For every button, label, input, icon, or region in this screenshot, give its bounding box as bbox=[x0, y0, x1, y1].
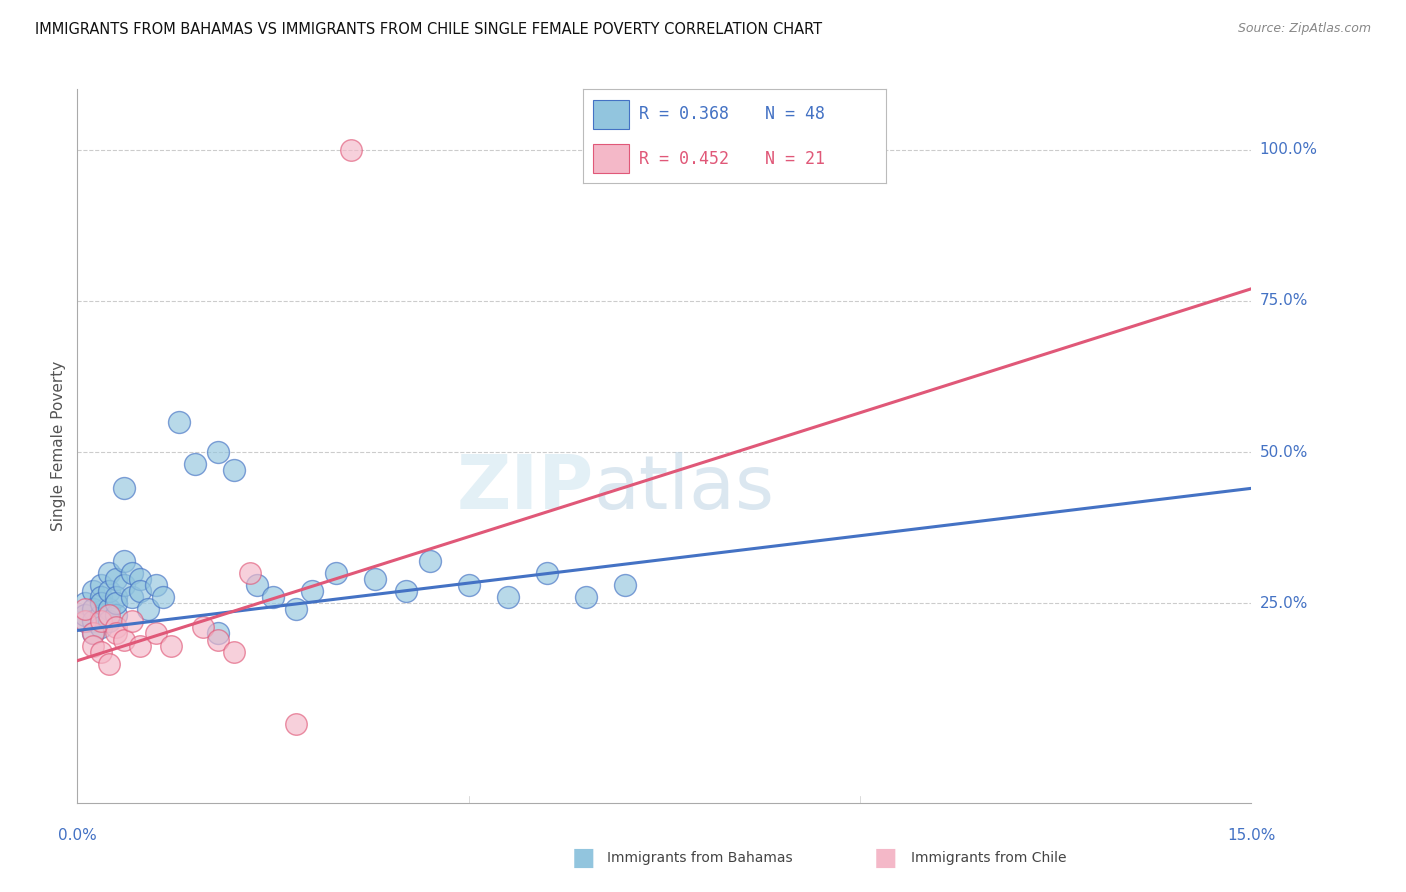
Point bbox=[112, 632, 135, 647]
Point bbox=[285, 717, 308, 731]
Point bbox=[82, 626, 104, 640]
Point bbox=[105, 620, 128, 634]
Point bbox=[457, 578, 479, 592]
Point bbox=[90, 596, 112, 610]
Point bbox=[222, 463, 245, 477]
Point bbox=[614, 578, 637, 592]
Point bbox=[82, 615, 104, 629]
Point bbox=[152, 590, 174, 604]
Point bbox=[97, 566, 120, 580]
Point bbox=[160, 639, 183, 653]
Point bbox=[105, 590, 128, 604]
Point bbox=[75, 615, 97, 629]
Point bbox=[238, 566, 260, 580]
Point bbox=[222, 645, 245, 659]
Point bbox=[246, 578, 269, 592]
Bar bbox=[592, 144, 628, 173]
Point bbox=[105, 596, 128, 610]
Point bbox=[97, 657, 120, 671]
Point bbox=[90, 645, 112, 659]
Text: atlas: atlas bbox=[593, 452, 775, 525]
Point bbox=[112, 481, 135, 495]
Point bbox=[97, 608, 120, 623]
Point bbox=[105, 626, 128, 640]
Point bbox=[75, 608, 97, 623]
Point bbox=[419, 554, 441, 568]
Text: IMMIGRANTS FROM BAHAMAS VS IMMIGRANTS FROM CHILE SINGLE FEMALE POVERTY CORRELATI: IMMIGRANTS FROM BAHAMAS VS IMMIGRANTS FR… bbox=[35, 22, 823, 37]
Point bbox=[97, 602, 120, 616]
Text: ■: ■ bbox=[572, 847, 595, 870]
Point bbox=[575, 590, 598, 604]
Point bbox=[112, 554, 135, 568]
Point bbox=[121, 590, 143, 604]
Point bbox=[183, 457, 207, 471]
Point bbox=[90, 578, 112, 592]
Y-axis label: Single Female Poverty: Single Female Poverty bbox=[51, 361, 66, 531]
Point bbox=[90, 590, 112, 604]
Point bbox=[129, 639, 152, 653]
Point bbox=[105, 572, 128, 586]
Point bbox=[82, 602, 104, 616]
Text: ZIP: ZIP bbox=[457, 452, 593, 525]
Point bbox=[207, 632, 229, 647]
Point bbox=[145, 626, 167, 640]
Point bbox=[97, 584, 120, 599]
Point bbox=[105, 608, 128, 623]
Text: 50.0%: 50.0% bbox=[1260, 444, 1308, 459]
Point bbox=[129, 572, 152, 586]
Point bbox=[129, 584, 152, 599]
Text: Source: ZipAtlas.com: Source: ZipAtlas.com bbox=[1237, 22, 1371, 36]
Point bbox=[145, 578, 167, 592]
Bar bbox=[592, 100, 628, 129]
Point bbox=[90, 615, 112, 629]
Point bbox=[112, 578, 135, 592]
Point bbox=[82, 584, 104, 599]
Text: 0.0%: 0.0% bbox=[58, 828, 97, 843]
Text: ■: ■ bbox=[875, 847, 897, 870]
Point bbox=[121, 566, 143, 580]
Text: R = 0.452: R = 0.452 bbox=[640, 150, 730, 168]
Text: 15.0%: 15.0% bbox=[1227, 828, 1275, 843]
Text: 25.0%: 25.0% bbox=[1260, 596, 1308, 611]
Text: N = 21: N = 21 bbox=[765, 150, 825, 168]
Text: Immigrants from Bahamas: Immigrants from Bahamas bbox=[607, 851, 793, 865]
Point bbox=[82, 626, 104, 640]
Text: 75.0%: 75.0% bbox=[1260, 293, 1308, 309]
Point bbox=[75, 596, 97, 610]
Point bbox=[191, 620, 214, 634]
Point bbox=[301, 584, 323, 599]
Point bbox=[90, 608, 112, 623]
Point bbox=[207, 445, 229, 459]
Point bbox=[262, 590, 284, 604]
Text: R = 0.368: R = 0.368 bbox=[640, 105, 730, 123]
Text: N = 48: N = 48 bbox=[765, 105, 825, 123]
Point bbox=[82, 639, 104, 653]
Point bbox=[121, 615, 143, 629]
Point bbox=[340, 143, 363, 157]
Text: 100.0%: 100.0% bbox=[1260, 142, 1317, 157]
Point bbox=[285, 602, 308, 616]
Point bbox=[496, 590, 519, 604]
Text: Immigrants from Chile: Immigrants from Chile bbox=[911, 851, 1067, 865]
Point bbox=[75, 602, 97, 616]
Point bbox=[167, 415, 190, 429]
Point bbox=[536, 566, 558, 580]
Point bbox=[364, 572, 387, 586]
Point bbox=[325, 566, 347, 580]
Point bbox=[90, 620, 112, 634]
Point bbox=[207, 626, 229, 640]
Point bbox=[97, 615, 120, 629]
Point bbox=[395, 584, 418, 599]
Point bbox=[75, 615, 97, 629]
Point bbox=[136, 602, 159, 616]
